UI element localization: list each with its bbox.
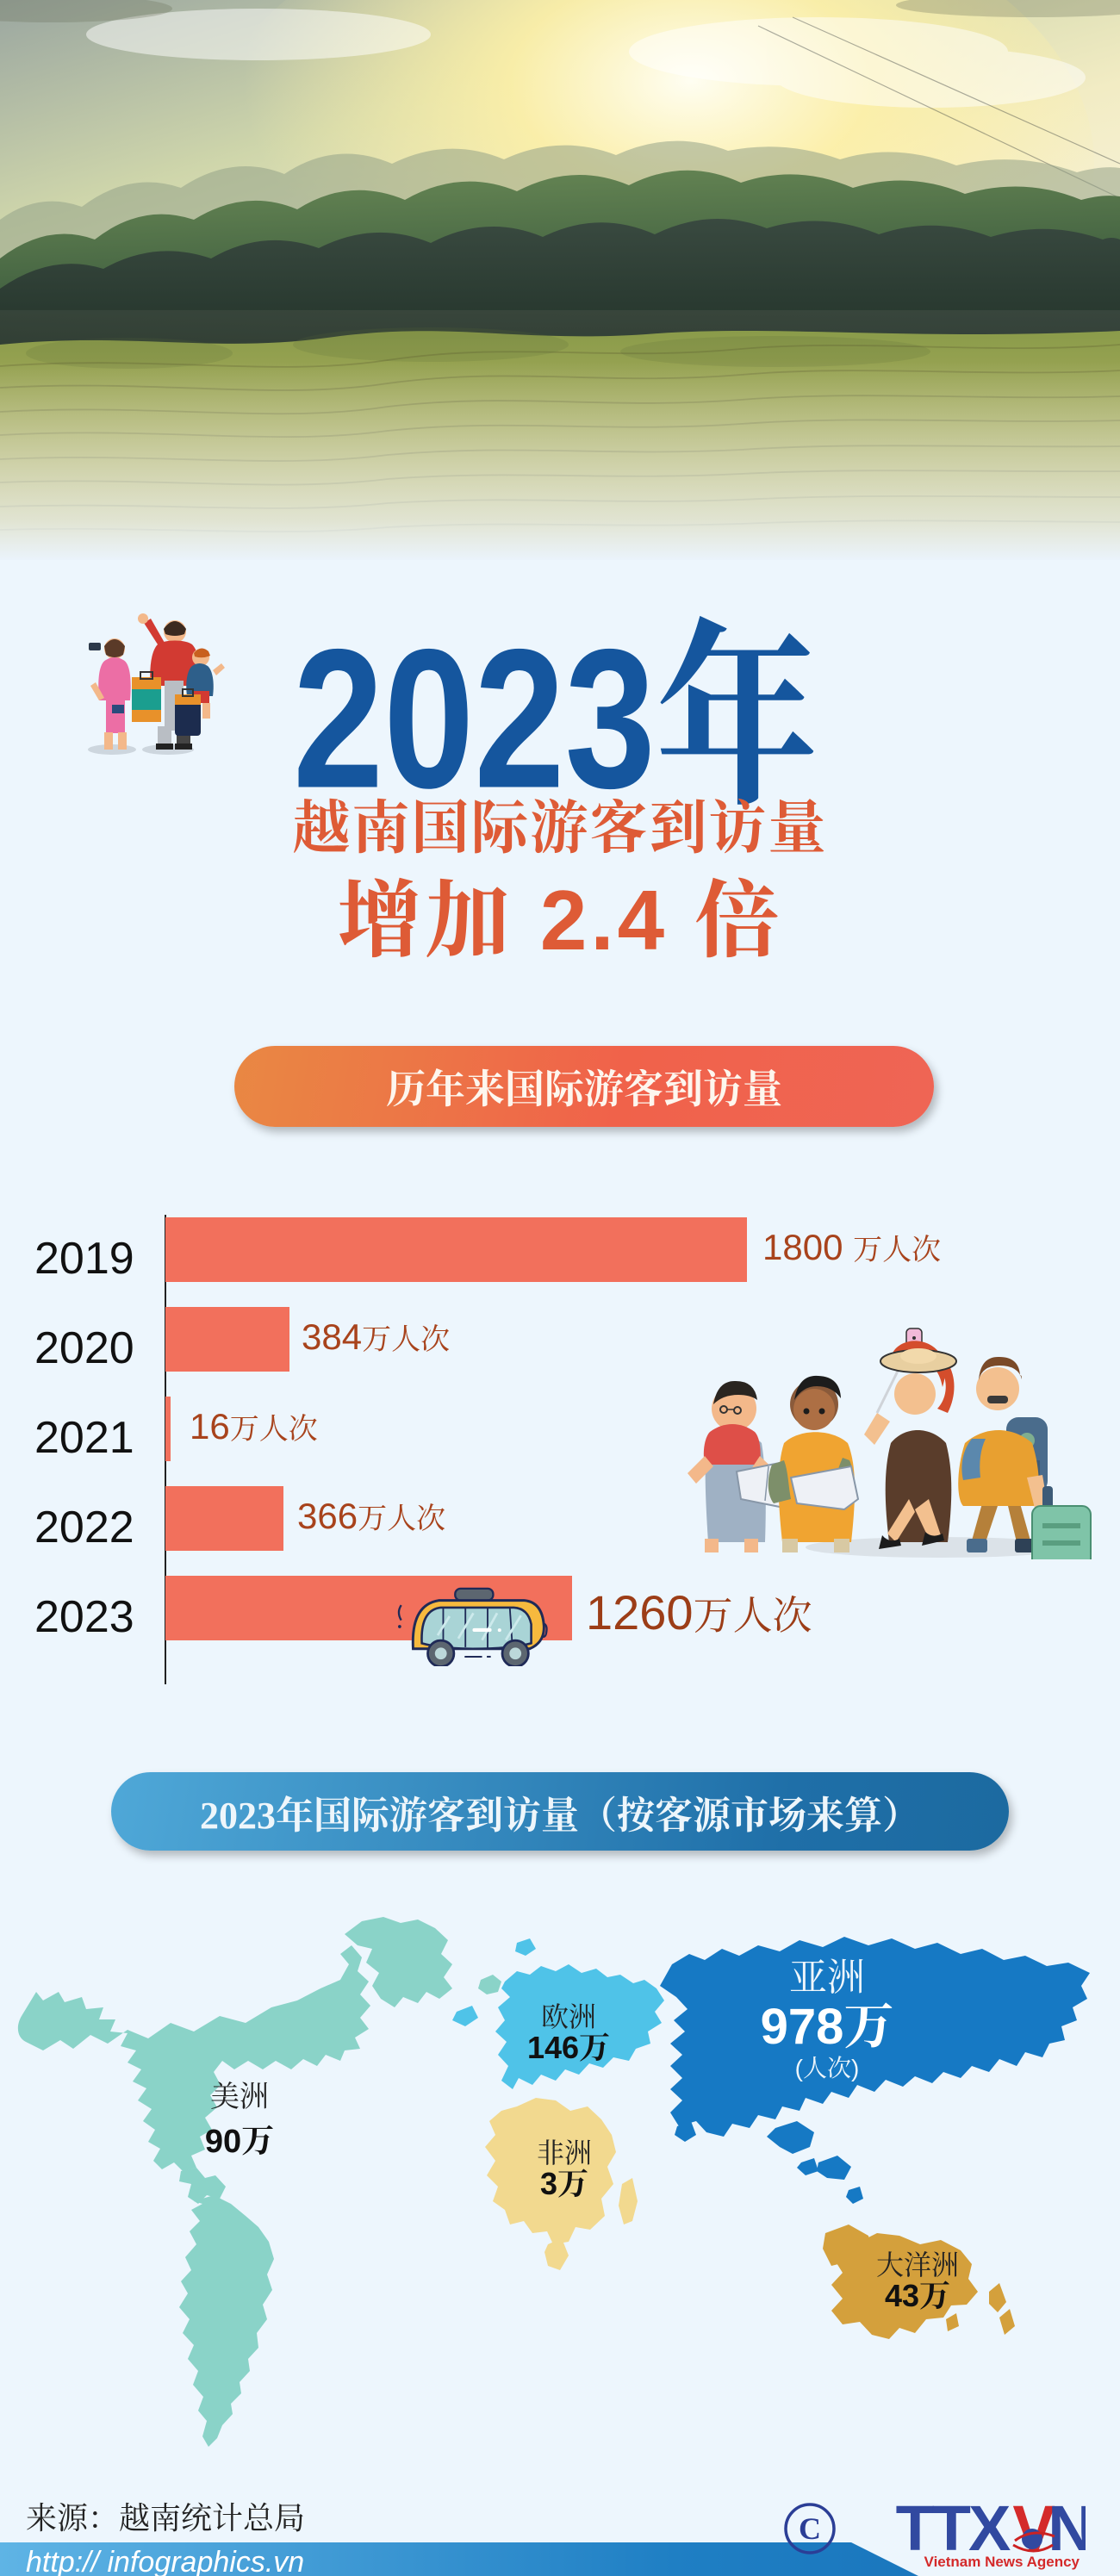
svg-text:欧洲: 欧洲 [541, 2001, 596, 2032]
svg-text:美洲: 美洲 [210, 2081, 269, 2113]
svg-text:Vietnam News Agency: Vietnam News Agency [924, 2554, 1080, 2570]
svg-text:C: C [799, 2511, 821, 2546]
svg-text:(人次): (人次) [795, 2055, 860, 2081]
svg-text:43万: 43万 [885, 2278, 950, 2313]
svg-text:大洋洲: 大洋洲 [876, 2249, 959, 2280]
svg-text:146万: 146万 [527, 2030, 610, 2065]
svg-text:978万: 978万 [761, 1999, 894, 2055]
svg-text:3万: 3万 [540, 2166, 588, 2201]
svg-text:90万: 90万 [205, 2124, 274, 2160]
svg-text:非洲: 非洲 [537, 2137, 592, 2168]
svg-text:亚洲: 亚洲 [789, 1957, 865, 1999]
